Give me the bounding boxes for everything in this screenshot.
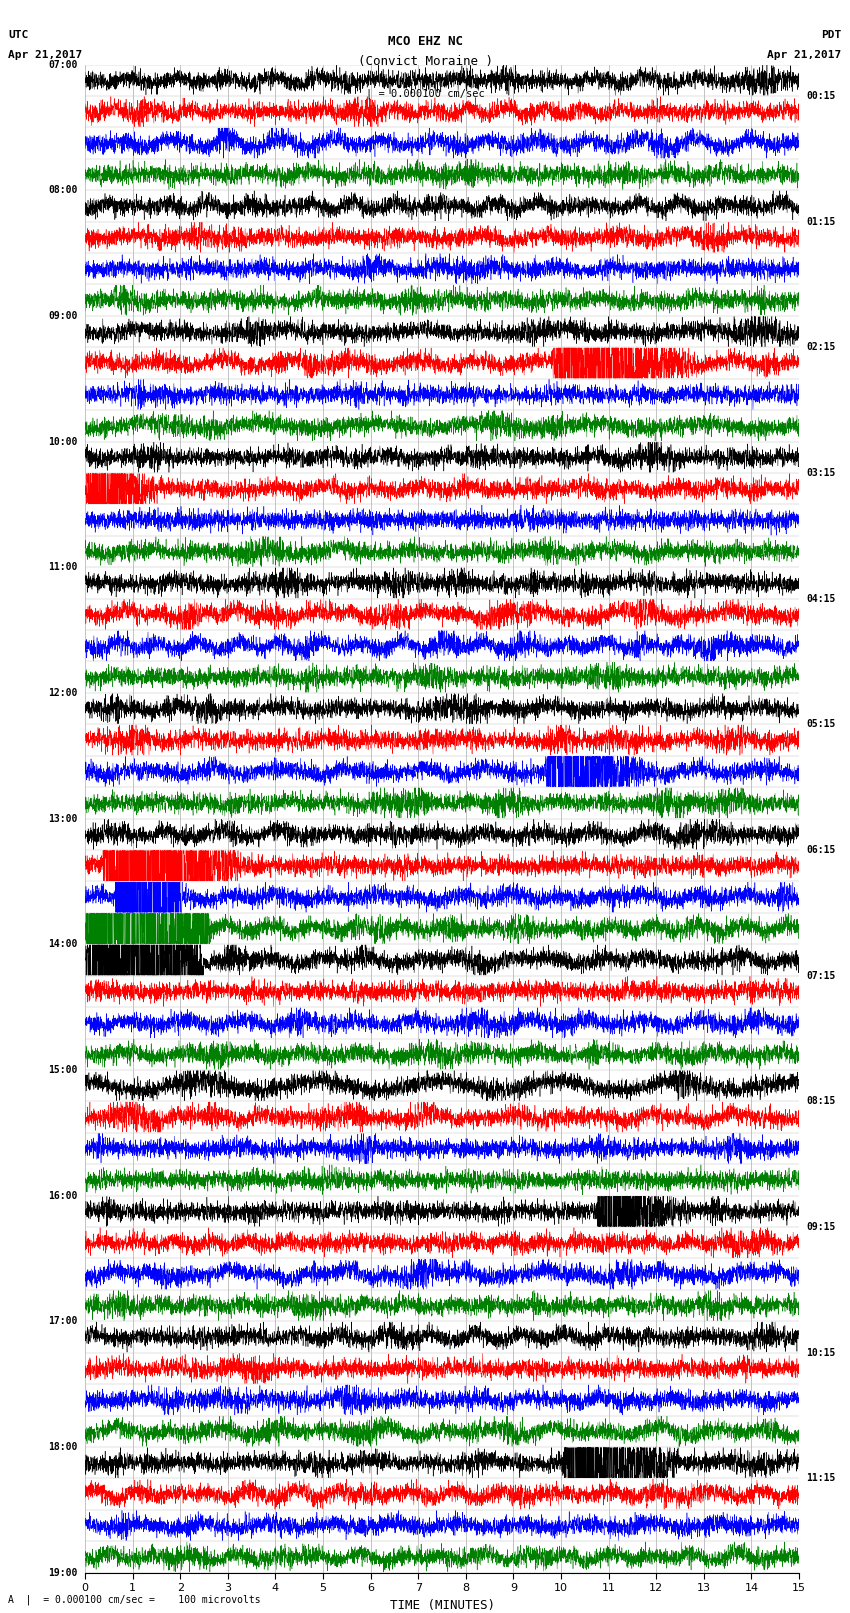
Text: 15:00: 15:00 (48, 1065, 78, 1074)
Text: 05:15: 05:15 (806, 719, 836, 729)
X-axis label: TIME (MINUTES): TIME (MINUTES) (389, 1598, 495, 1611)
Text: 13:00: 13:00 (48, 813, 78, 824)
Text: | = 0.000100 cm/sec: | = 0.000100 cm/sec (366, 89, 484, 100)
Text: 11:15: 11:15 (806, 1473, 836, 1484)
Text: 08:15: 08:15 (806, 1097, 836, 1107)
Text: 19:00: 19:00 (48, 1568, 78, 1578)
Text: UTC: UTC (8, 31, 29, 40)
Text: A  |  = 0.000100 cm/sec =    100 microvolts: A | = 0.000100 cm/sec = 100 microvolts (8, 1594, 261, 1605)
Text: 14:00: 14:00 (48, 939, 78, 950)
Text: 07:15: 07:15 (806, 971, 836, 981)
Text: 06:15: 06:15 (806, 845, 836, 855)
Text: 09:15: 09:15 (806, 1223, 836, 1232)
Text: Apr 21,2017: Apr 21,2017 (768, 50, 842, 60)
Text: 17:00: 17:00 (48, 1316, 78, 1326)
Text: PDT: PDT (821, 31, 842, 40)
Text: 16:00: 16:00 (48, 1190, 78, 1200)
Text: 01:15: 01:15 (806, 216, 836, 226)
Text: 11:00: 11:00 (48, 563, 78, 573)
Text: 12:00: 12:00 (48, 687, 78, 698)
Text: 07:00: 07:00 (48, 60, 78, 69)
Text: 10:00: 10:00 (48, 437, 78, 447)
Text: 09:00: 09:00 (48, 311, 78, 321)
Text: Apr 21,2017: Apr 21,2017 (8, 50, 82, 60)
Text: 08:00: 08:00 (48, 185, 78, 195)
Text: MCO EHZ NC: MCO EHZ NC (388, 35, 462, 48)
Text: 00:15: 00:15 (806, 90, 836, 102)
Text: 04:15: 04:15 (806, 594, 836, 603)
Text: 03:15: 03:15 (806, 468, 836, 477)
Text: 10:15: 10:15 (806, 1348, 836, 1358)
Text: (Convict Moraine ): (Convict Moraine ) (358, 55, 492, 68)
Text: 02:15: 02:15 (806, 342, 836, 352)
Text: 18:00: 18:00 (48, 1442, 78, 1452)
